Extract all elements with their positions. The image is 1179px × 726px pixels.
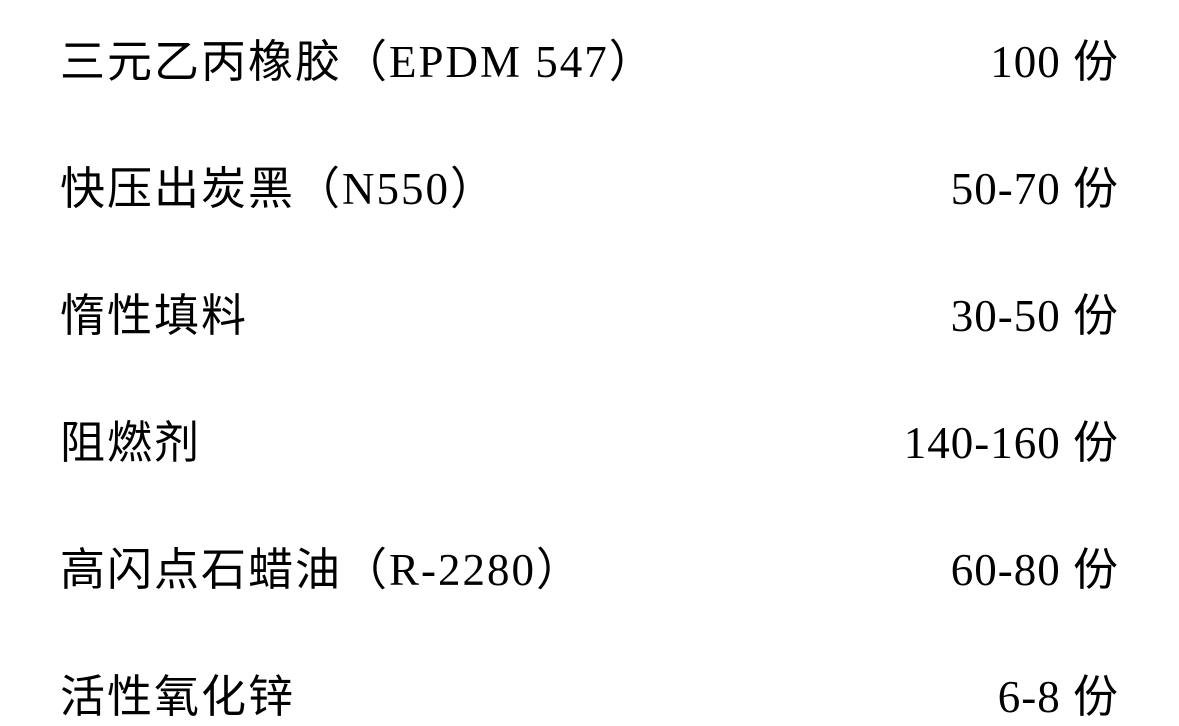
ingredient-value: 140-160 份 <box>904 406 1119 471</box>
ingredient-value: 30-50 份 <box>951 279 1119 344</box>
table-row: 三元乙丙橡胶（EPDM 547） 100 份 <box>60 25 1119 90</box>
ingredient-value: 100 份 <box>990 25 1119 90</box>
table-row: 快压出炭黑（N550） 50-70 份 <box>60 152 1119 217</box>
table-row: 惰性填料 30-50 份 <box>60 279 1119 344</box>
ingredient-label: 阻燃剂 <box>60 406 201 471</box>
ingredient-value: 50-70 份 <box>951 152 1119 217</box>
ingredient-value: 6-8 份 <box>998 660 1119 725</box>
ingredient-label: 惰性填料 <box>60 279 248 344</box>
table-row: 高闪点石蜡油（R-2280） 60-80 份 <box>60 533 1119 598</box>
ingredient-label: 三元乙丙橡胶（EPDM 547） <box>60 25 656 90</box>
table-row: 阻燃剂 140-160 份 <box>60 406 1119 471</box>
ingredient-label: 高闪点石蜡油（R-2280） <box>60 533 583 598</box>
ingredient-label: 活性氧化锌 <box>60 660 295 725</box>
table-row: 活性氧化锌 6-8 份 <box>60 660 1119 725</box>
ingredient-value: 60-80 份 <box>951 533 1119 598</box>
ingredient-label: 快压出炭黑（N550） <box>60 152 497 217</box>
